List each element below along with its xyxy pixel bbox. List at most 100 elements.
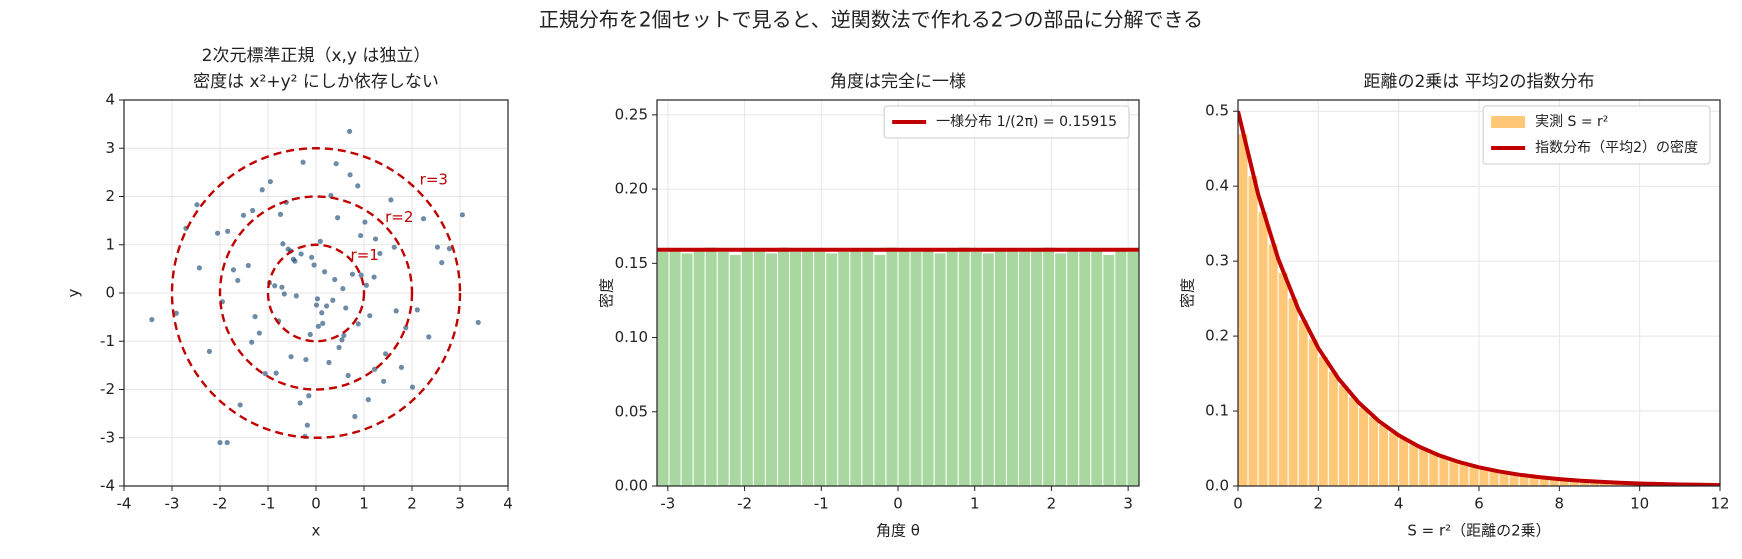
point (277, 211, 284, 217)
bar (668, 247, 682, 486)
x-axis-label: 角度 θ (876, 522, 920, 540)
bar (1078, 250, 1092, 486)
point (420, 216, 427, 222)
point (300, 159, 306, 165)
point (322, 269, 328, 275)
bar (1257, 211, 1269, 486)
axes-frame (1237, 99, 1721, 487)
bar (1066, 249, 1080, 486)
point (240, 212, 247, 218)
point (149, 316, 155, 323)
chart-title: 角度は完全に一様 (830, 72, 966, 92)
plot-area (1238, 110, 1720, 486)
point (371, 274, 377, 280)
point (196, 265, 202, 271)
bar (1267, 243, 1279, 486)
point (372, 236, 379, 242)
bar (1408, 443, 1420, 486)
point (259, 187, 265, 193)
point (288, 354, 294, 360)
x-tick-label: -1 (814, 495, 829, 513)
point (303, 356, 309, 363)
bar (1327, 370, 1339, 486)
point (267, 178, 273, 185)
chart-title: 2次元標準正規（x,y は独立） (202, 46, 431, 66)
legend-box (1482, 105, 1711, 165)
point (304, 422, 310, 428)
point (333, 161, 339, 167)
point (358, 272, 364, 278)
figure-title: 正規分布を2個セットで見ると、逆関数法で作れる2つの部品に分解できる (539, 8, 1203, 32)
x-tick-label: 3 (455, 495, 465, 513)
y-tick-label: 4 (105, 91, 115, 109)
point (426, 334, 432, 340)
bar (764, 252, 779, 486)
legend-box (883, 105, 1130, 139)
y-tick-label: 0.2 (1205, 327, 1229, 345)
point (393, 308, 399, 314)
bar (1378, 424, 1390, 486)
plot-area (149, 128, 481, 446)
point (307, 331, 313, 338)
point (173, 310, 179, 316)
point (281, 291, 287, 297)
bar (957, 246, 971, 486)
point (330, 297, 336, 303)
bar (909, 250, 923, 486)
bar (1005, 249, 1020, 486)
circle-label: r=3 (420, 171, 448, 189)
point (272, 283, 278, 289)
point (409, 384, 416, 390)
point (439, 260, 445, 266)
bar (740, 247, 754, 486)
y-tick-label: 0.05 (615, 402, 648, 420)
axes-frame (656, 99, 1140, 487)
point (315, 323, 321, 329)
y-tick-label: 0.4 (1205, 177, 1229, 195)
bar (981, 252, 995, 486)
x-tick-label: -4 (117, 495, 132, 513)
point (349, 271, 356, 277)
x-tick-label: 4 (503, 495, 513, 513)
bar (861, 249, 875, 486)
bar (993, 247, 1007, 486)
point (381, 378, 387, 384)
y-tick-label: 0.1 (1205, 402, 1229, 420)
bar (1054, 252, 1068, 486)
bar (1388, 431, 1400, 486)
point (250, 207, 256, 214)
x-tick-label: 2 (407, 495, 417, 513)
bar (1448, 460, 1460, 486)
point (363, 282, 369, 288)
legend-label: 実測 S = r² (1535, 114, 1608, 130)
point (237, 402, 243, 408)
point (339, 337, 345, 343)
point (319, 310, 325, 316)
point (355, 321, 361, 327)
x-tick-label: -3 (660, 495, 675, 513)
y-tick-label: 0.20 (615, 180, 648, 198)
point (341, 332, 347, 339)
point (245, 262, 251, 269)
point (293, 293, 299, 299)
point (273, 370, 279, 376)
x-tick-label: 4 (1394, 495, 1404, 513)
y-axis-label: 密度 (1179, 278, 1197, 308)
x-axis-label: x (312, 522, 321, 540)
legend: 実測 S = r² 指数分布（平均2）の密度 (1482, 105, 1711, 165)
point (340, 286, 346, 292)
y-tick-label: 0.15 (615, 254, 648, 272)
point (388, 197, 394, 203)
bar (752, 249, 766, 486)
point (217, 439, 223, 446)
bar (1287, 297, 1299, 486)
radius-circle (218, 195, 414, 391)
bar (1042, 246, 1056, 486)
y-axis-label: 密度 (598, 278, 616, 308)
point (313, 302, 320, 308)
bar (716, 250, 730, 486)
radius-circle (170, 147, 462, 439)
y-tick-label: 2 (105, 187, 115, 205)
point (446, 246, 453, 252)
bar (680, 252, 694, 486)
